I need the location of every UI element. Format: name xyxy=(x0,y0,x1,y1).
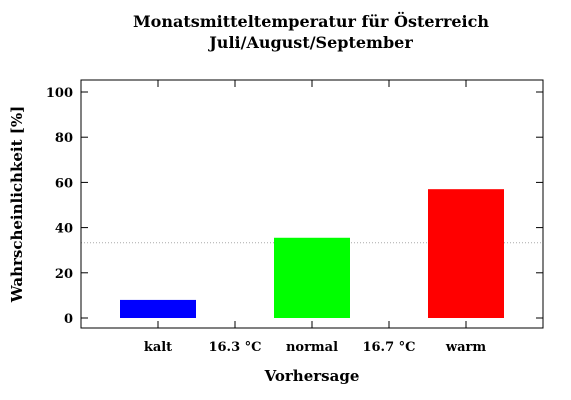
y-tick-label: 100 xyxy=(46,86,73,101)
y-tick-label: 80 xyxy=(55,131,73,146)
threshold-label: 16.3 °C xyxy=(208,340,261,355)
x-tick-label-normal: normal xyxy=(286,340,338,355)
y-tick-label: 20 xyxy=(55,267,73,282)
plot-area: 0 20 40 60 80 100 kalt normal warm 16.3 °C 16.7 °C xyxy=(46,79,544,355)
chart-title: Monatsmitteltemperatur für Österreich xyxy=(133,11,489,31)
y-tick-label: 0 xyxy=(64,312,73,327)
y-tick-label: 40 xyxy=(55,222,73,237)
y-axis-label: Wahrscheinlichkeit [%] xyxy=(8,106,26,303)
threshold-label: 16.7 °C xyxy=(362,340,415,355)
chart-subtitle: Juli/August/September xyxy=(207,33,413,52)
bar-warm xyxy=(428,189,504,318)
x-axis-label: Vorhersage xyxy=(264,367,360,385)
bar-kalt xyxy=(120,299,196,318)
x-tick-label-warm: warm xyxy=(445,340,486,355)
x-tick-label-kalt: kalt xyxy=(144,340,172,355)
bar-normal xyxy=(274,237,350,318)
y-tick-label: 60 xyxy=(55,176,73,191)
